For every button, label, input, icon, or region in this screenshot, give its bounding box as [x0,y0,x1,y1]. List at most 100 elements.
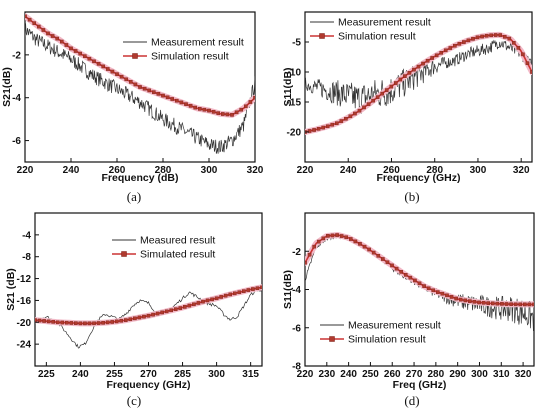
y-tick-label: -15 [287,98,302,109]
data-point-marker [532,302,534,307]
data-point-marker [490,301,495,306]
y-tick-label: -2 [292,247,301,258]
data-point-marker [512,41,516,45]
data-point-marker [87,56,92,61]
data-point-marker [253,95,255,100]
data-point-marker [202,107,207,112]
data-point-marker [246,288,251,292]
data-point-marker [37,318,42,323]
data-point-marker [69,46,73,51]
data-point-marker [408,275,413,280]
x-tick-label: 225 [38,369,55,380]
legend: Measured result Simulated result [112,235,215,261]
data-point-marker [399,270,403,274]
data-point-marker [339,234,344,238]
data-point-marker [225,112,230,117]
data-point-marker [489,33,493,38]
data-point-marker [197,107,202,111]
data-point-marker [214,296,219,301]
data-point-marker [407,71,412,75]
data-point-marker [362,105,366,110]
data-point-marker [493,33,498,37]
data-point-marker [219,295,223,299]
data-point-marker [513,302,518,307]
series-halo [25,13,255,118]
data-point-marker [445,293,449,298]
data-point-marker [477,300,481,305]
data-point-marker [381,257,385,261]
data-point-marker [380,91,384,96]
x-tick-label: 315 [242,369,259,380]
data-point-marker [353,111,357,116]
data-point-marker [228,292,233,297]
data-point-marker [358,242,362,246]
series-group [305,232,534,332]
data-point-marker [394,266,399,271]
x-tick-label: 270 [140,369,157,380]
data-point-marker [46,319,51,324]
x-axis-label: Frequency (GHz) [106,379,190,391]
data-point-marker [179,100,184,105]
data-point-marker [192,302,196,307]
data-point-marker [74,321,78,325]
data-point-marker [64,43,69,47]
data-point-marker [525,61,530,65]
y-tick-label: -2 [12,50,21,61]
data-point-marker [55,36,59,41]
series-line-simulated [25,15,255,116]
legend-label: Simulation result [151,51,229,63]
series-group [25,13,255,154]
data-point-marker [210,297,214,302]
data-point-marker [462,40,466,44]
data-point-marker [516,46,521,50]
series-line-simulated [305,234,534,306]
data-point-marker [463,298,468,303]
x-tick-label: 300 [470,165,487,176]
y-tick-label: -20 [287,128,302,139]
data-point-marker [73,49,78,53]
x-tick-label: 320 [247,165,264,176]
data-point-marker [416,64,421,69]
data-point-marker [170,97,175,101]
y-tick-label: -10 [287,68,302,79]
legend-swatch-marker [132,53,138,59]
x-axis-label: Frequency (dB) [101,172,178,184]
data-point-marker [223,293,228,298]
data-point-marker [375,95,380,99]
data-point-marker [367,247,371,252]
data-point-marker [164,309,169,314]
x-tick-label: 260 [109,165,126,176]
data-point-marker [101,321,105,325]
data-point-marker [385,260,390,265]
data-point-marker [205,298,210,303]
data-point-marker [232,291,237,296]
data-point-marker [60,39,64,44]
y-tick-label: -5 [292,38,301,49]
data-point-marker [41,28,46,32]
data-point-marker [335,233,339,237]
legend: Measurement result Simulation result [320,320,441,346]
data-point-marker [507,36,512,41]
data-point-marker [55,320,60,325]
x-axis-label: Freq (GHz) [393,379,447,391]
plot-frame [304,11,533,163]
data-point-marker [339,119,344,123]
data-point-marker [201,299,205,304]
chart-panel-b: 220 240 260 280 300 320 -5 -10 -15 -20 Frequency (… [282,11,533,204]
data-point-marker [495,301,500,306]
y-tick-label: -20 [17,318,32,329]
data-point-marker [64,320,69,325]
data-point-marker [366,102,371,106]
data-point-marker [344,235,349,240]
data-point-marker [188,104,193,108]
data-point-marker [440,291,445,296]
x-tick-label: 220 [297,369,314,380]
data-point-marker [344,116,348,121]
data-point-marker [142,314,146,319]
data-point-marker [426,286,431,291]
data-point-marker [239,107,244,112]
y-tick-label: -24 [17,340,32,351]
y-tick-label: -4 [22,230,31,241]
series-line-measured [305,39,532,114]
data-point-marker [523,302,527,307]
